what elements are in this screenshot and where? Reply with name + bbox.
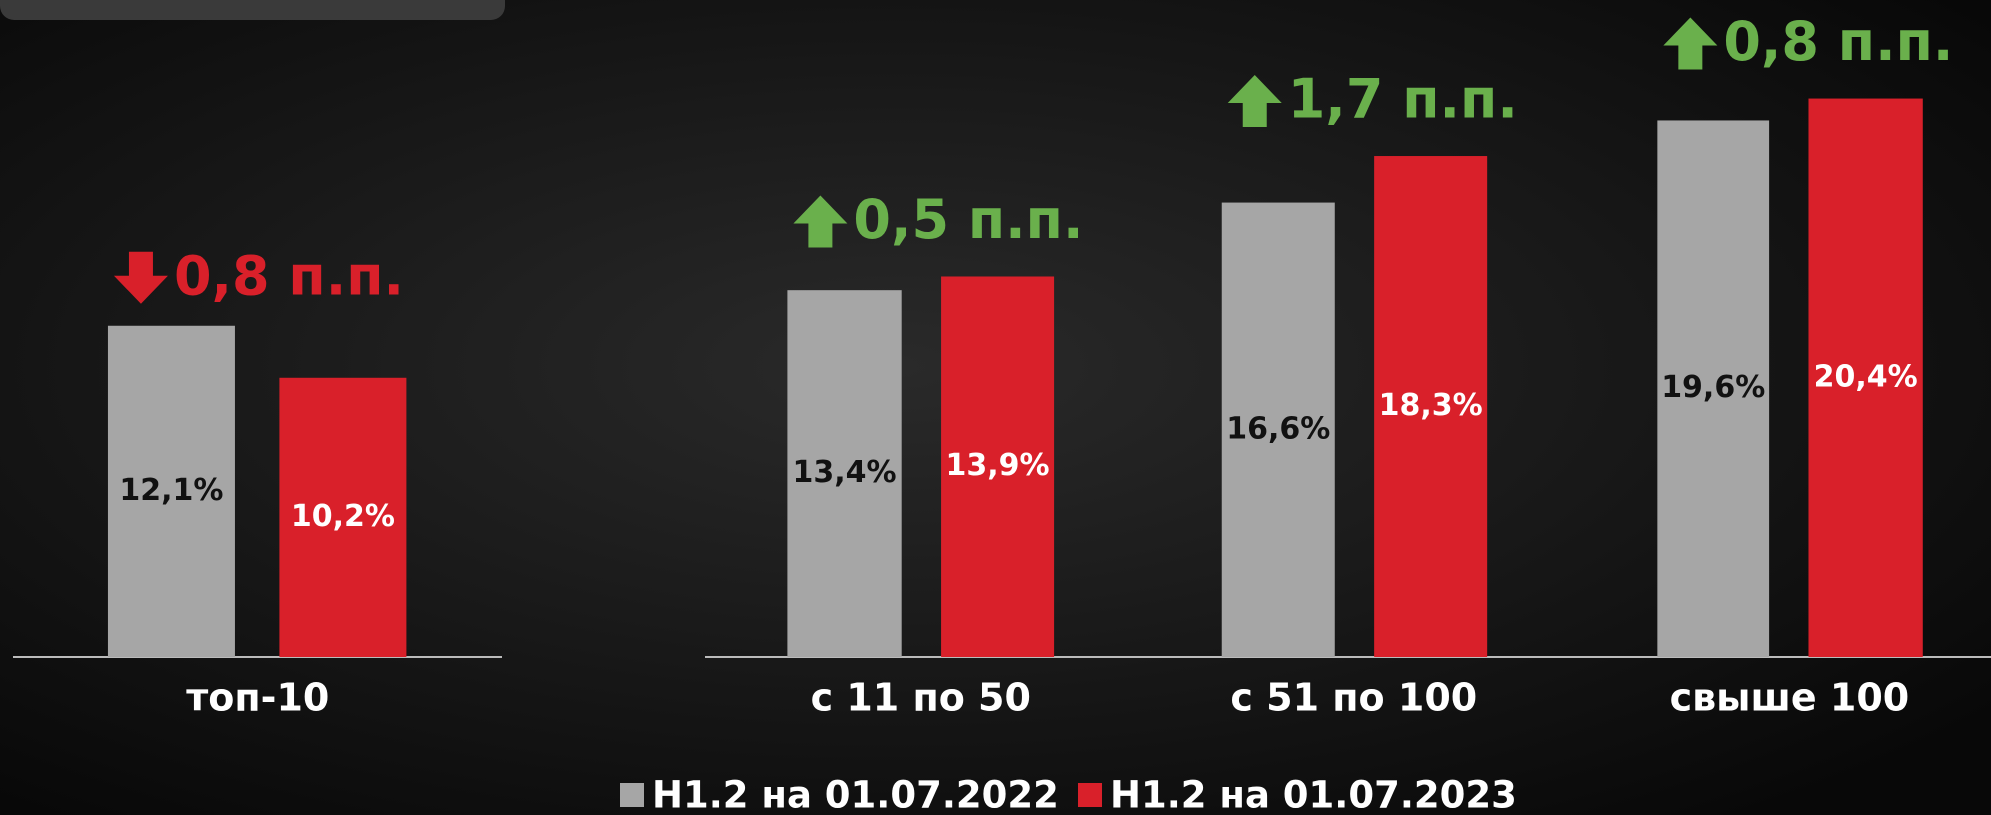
value-label: 12,1% — [119, 473, 223, 508]
bar — [1657, 120, 1770, 657]
annotation: 0,5 п.п. — [853, 188, 1083, 251]
value-label: 18,3% — [1379, 388, 1483, 423]
annotation-arrow — [1663, 17, 1718, 70]
legend-swatch — [620, 783, 644, 807]
legend-label: Н1.2 на 01.07.2022 — [652, 774, 1059, 815]
annotation-arrow — [113, 251, 168, 304]
title-box — [0, 0, 505, 20]
bar — [107, 325, 235, 657]
bar — [1221, 202, 1335, 657]
annotation-arrow — [1227, 75, 1282, 128]
annotation-arrow — [793, 195, 848, 248]
x-tick-label: с 51 по 100 — [1230, 676, 1477, 720]
annotation: 1,7 п.п. — [1288, 68, 1518, 131]
x-tick-label: свыше 100 — [1670, 676, 1910, 720]
annotation: 0,8 п.п. — [174, 244, 404, 307]
value-label: 13,4% — [793, 455, 897, 490]
annotation: 0,8 п.п. — [1723, 10, 1953, 73]
x-tick-label: с 11 по 50 — [811, 676, 1031, 720]
value-label: 20,4% — [1814, 359, 1918, 394]
value-label: 19,6% — [1661, 370, 1765, 405]
bar — [787, 290, 902, 657]
bar — [1808, 98, 1923, 658]
bar — [279, 377, 407, 657]
value-label: 16,6% — [1226, 411, 1330, 446]
value-label: 13,9% — [946, 448, 1050, 483]
bar — [941, 276, 1055, 657]
legend-swatch — [1078, 783, 1102, 807]
x-tick-label: топ-10 — [186, 676, 329, 720]
legend-label: Н1.2 на 01.07.2023 — [1110, 774, 1517, 815]
value-label: 10,2% — [291, 499, 395, 534]
bar — [1374, 156, 1488, 657]
